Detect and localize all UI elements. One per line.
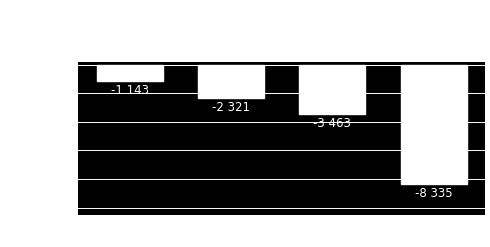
Text: -1 143: -1 143 xyxy=(111,84,149,97)
Text: -2 321: -2 321 xyxy=(212,101,250,114)
Bar xyxy=(97,65,163,81)
Text: -3 463: -3 463 xyxy=(314,117,351,130)
Bar xyxy=(299,65,366,114)
Bar xyxy=(401,65,466,184)
Text: -8 335: -8 335 xyxy=(415,187,452,200)
Bar xyxy=(198,65,264,98)
